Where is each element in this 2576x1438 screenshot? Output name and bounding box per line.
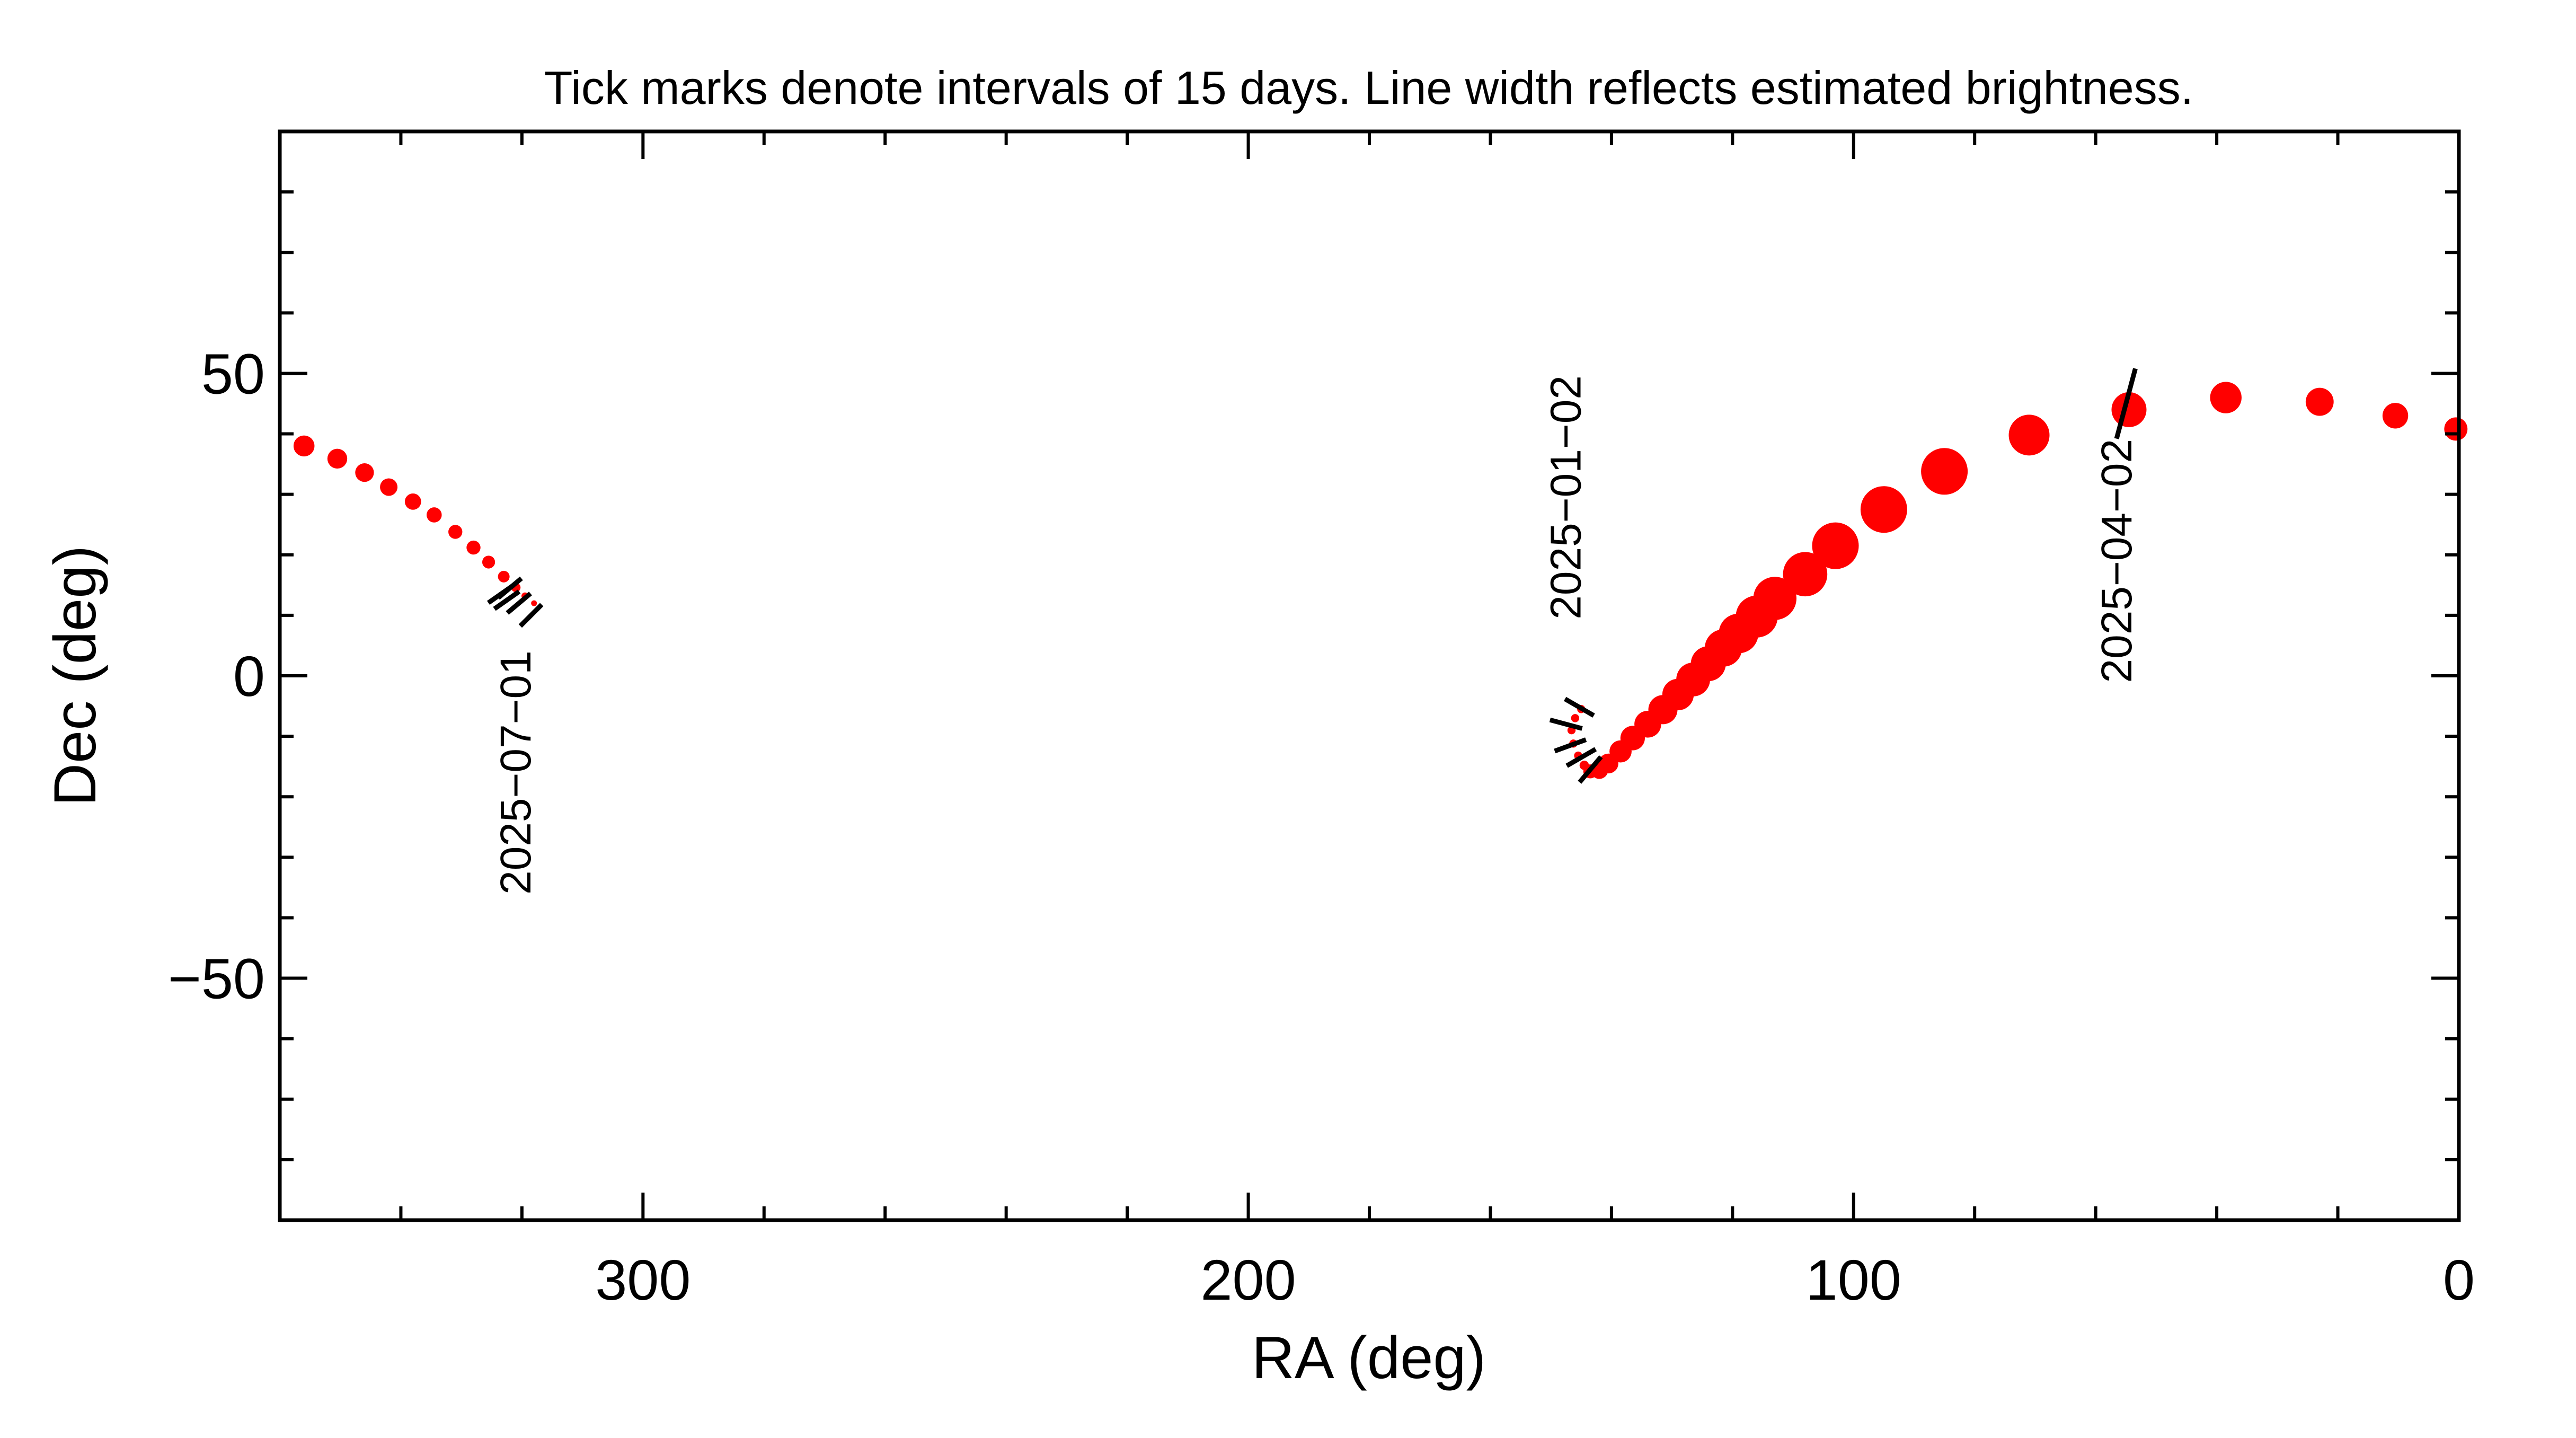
x-tick-label: 100	[1806, 1248, 1901, 1312]
y-tick-label: 50	[201, 341, 265, 405]
trajectory-point	[1579, 761, 1589, 770]
chart-title: Tick marks denote intervals of 15 days. …	[544, 61, 2193, 114]
trajectory-point	[2305, 387, 2334, 416]
trajectory-point	[448, 525, 463, 539]
date-tick-mark	[493, 589, 521, 611]
date-tick-mark	[2114, 368, 2138, 439]
date-tick-mark	[1554, 737, 1587, 754]
date-tick-mark	[1549, 717, 1583, 731]
trajectory-point	[1571, 714, 1580, 722]
trajectory-point	[2210, 382, 2242, 413]
trajectory-point	[1921, 448, 1968, 495]
x-tick-label: 300	[595, 1248, 691, 1312]
date-tick-mark	[1563, 696, 1595, 718]
x-tick-label: 0	[2443, 1248, 2475, 1312]
trajectory-point	[1783, 552, 1828, 597]
plot-frame: 300 200 100 0 50 0 −50	[168, 129, 2475, 1312]
trajectory-point	[466, 540, 481, 555]
trajectory-point	[1812, 522, 1859, 569]
date-tick-mark	[518, 603, 544, 628]
trajectory-point	[293, 435, 315, 457]
date-annotation: 2025−01−02	[1542, 375, 1590, 620]
trajectory-point	[426, 507, 442, 523]
date-tick-mark	[497, 576, 523, 600]
date-annotation: 2025−07−01	[492, 650, 540, 895]
y-tick-label: −50	[168, 947, 265, 1011]
trajectory-point	[1860, 486, 1907, 533]
trajectory-point	[327, 448, 348, 469]
x-axis-title: RA (deg)	[1252, 1325, 1486, 1391]
trajectory-point	[380, 478, 398, 496]
trajectory-point	[498, 570, 510, 583]
trajectory-point	[2008, 414, 2050, 456]
trajectory-point	[482, 555, 495, 569]
date-annotation: 2025−04−02	[2093, 439, 2141, 683]
trajectory-point	[2382, 403, 2409, 429]
date-tick-mark	[1578, 755, 1603, 784]
date-tick-mark	[506, 592, 532, 615]
y-axis-title: Dec (deg)	[42, 545, 108, 806]
trajectory-point	[355, 463, 374, 482]
trajectory-point	[2444, 417, 2468, 441]
y-tick-label: 0	[233, 644, 265, 708]
trajectory-point	[531, 600, 537, 606]
plot-data: 2025−01−02 2025−04−02 2025−07−01	[293, 368, 2468, 895]
x-tick-label: 200	[1200, 1248, 1296, 1312]
trajectory-point	[404, 493, 421, 510]
date-tick-mark	[1565, 747, 1597, 768]
